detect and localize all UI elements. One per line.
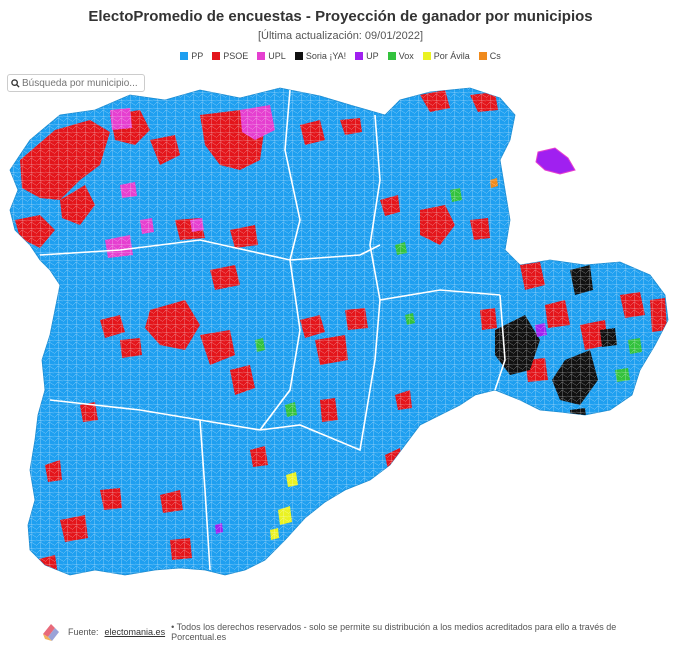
legend-label: PSOE — [223, 51, 249, 61]
legend-swatch — [387, 52, 396, 60]
legend-label: UPL — [268, 51, 286, 61]
legend-item-vox[interactable]: Vox — [387, 51, 414, 61]
legend-item-up[interactable]: UP — [355, 51, 379, 61]
footer: Fuente: electomania.es • Todos los derec… — [40, 620, 670, 644]
legend: PP PSOE UPL Soria ¡YA! UP Vox Por Ávila … — [0, 51, 681, 61]
legend-label: Soria ¡YA! — [305, 51, 347, 61]
electomania-logo-icon — [40, 620, 62, 644]
municipalities-map[interactable] — [0, 70, 681, 615]
legend-swatch — [257, 52, 266, 60]
footer-text: • Todos los derechos reservados - solo s… — [171, 622, 617, 642]
trevino-enclave[interactable] — [535, 147, 576, 175]
legend-swatch — [294, 52, 303, 60]
legend-item-soria-ya[interactable]: Soria ¡YA! — [294, 51, 347, 61]
legend-label: Por Ávila — [433, 51, 470, 61]
legend-swatch — [180, 52, 189, 60]
last-update: [Última actualización: 09/01/2022] — [257, 30, 424, 42]
legend-item-pp[interactable]: PP — [180, 51, 203, 61]
legend-item-psoe[interactable]: PSOE — [212, 51, 248, 61]
legend-swatch — [422, 52, 431, 60]
legend-label: Vox — [398, 51, 414, 61]
search-icon — [8, 78, 22, 88]
municipal-boundaries — [10, 88, 668, 575]
search-box[interactable] — [7, 74, 145, 92]
legend-label: PP — [191, 51, 204, 61]
legend-item-upl[interactable]: UPL — [257, 51, 286, 61]
search-input[interactable] — [22, 77, 140, 89]
page-title: ElectoPromedio de encuestas - Proyección… — [88, 8, 593, 25]
legend-label: UP — [366, 51, 379, 61]
source-link[interactable]: electomania.es — [104, 627, 166, 637]
legend-label: Cs — [489, 51, 501, 61]
legend-swatch — [478, 52, 487, 60]
legend-swatch — [355, 52, 364, 60]
legend-item-por-avila[interactable]: Por Ávila — [422, 51, 470, 61]
footer-prefix: Fuente: — [68, 627, 99, 637]
legend-item-cs[interactable]: Cs — [478, 51, 501, 61]
legend-swatch — [212, 52, 221, 60]
province-borders — [39, 89, 506, 571]
